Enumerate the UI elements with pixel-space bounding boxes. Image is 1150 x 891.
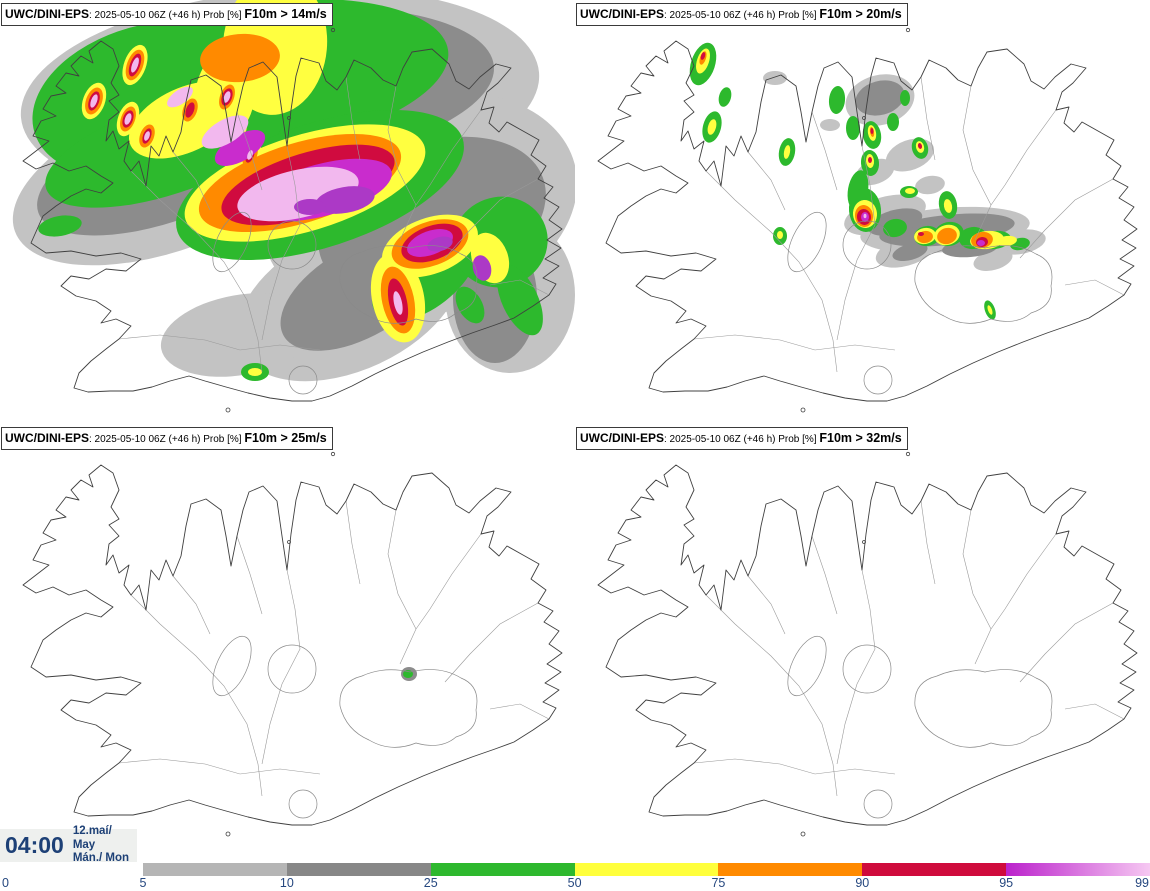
panel-title: UWC/DINI-EPS: 2025-05-10 06Z (+46 h) Pro… — [576, 3, 908, 26]
map-panel-f10m-32ms: UWC/DINI-EPS: 2025-05-10 06Z (+46 h) Pro… — [575, 424, 1150, 848]
threshold-label: F10m > 25m/s — [244, 431, 327, 445]
threshold-label: F10m > 14m/s — [244, 7, 327, 21]
panel-title: UWC/DINI-EPS: 2025-05-10 06Z (+46 h) Pro… — [1, 3, 333, 26]
colorbar-segment-10-25 — [286, 863, 431, 876]
colorbar-tick-90: 90 — [855, 876, 870, 890]
iceland-map-14ms — [0, 0, 575, 424]
colorbar-segment-95-99 — [1006, 863, 1150, 876]
colorbar-tick-25: 25 — [423, 876, 438, 890]
threshold-label: F10m > 20m/s — [819, 7, 902, 21]
map-panel-f10m-20ms: UWC/DINI-EPS: 2025-05-10 06Z (+46 h) Pro… — [575, 0, 1150, 424]
run-info: : 2025-05-10 06Z (+46 h) Prob [%] — [89, 10, 245, 21]
valid-date-line1: 12.maí/ May — [72, 824, 112, 851]
map-panel-f10m-25ms: UWC/DINI-EPS: 2025-05-10 06Z (+46 h) Pro… — [0, 424, 575, 848]
iceland-map-25ms — [0, 424, 575, 848]
colorbar-segment-5-10 — [143, 863, 287, 876]
valid-date: 12.maí/ May Mán./ Mon — [73, 825, 137, 866]
run-info: : 2025-05-10 06Z (+46 h) Prob [%] — [664, 10, 820, 21]
model-name: UWC/DINI-EPS — [5, 431, 89, 445]
colorbar-segment-90-95 — [862, 863, 1007, 876]
colorbar-segment-75-90 — [718, 863, 863, 876]
valid-date-line2: Mán./ Mon — [72, 852, 130, 865]
model-name: UWC/DINI-EPS — [580, 7, 664, 21]
map-panel-f10m-14ms: UWC/DINI-EPS: 2025-05-10 06Z (+46 h) Pro… — [0, 0, 575, 424]
iceland-map-32ms — [575, 424, 1150, 848]
colorbar-tick-75: 75 — [711, 876, 726, 890]
iceland-map-svg — [22, 451, 563, 837]
run-info: : 2025-05-10 06Z (+46 h) Prob [%] — [664, 434, 820, 445]
colorbar-segment-50-75 — [574, 863, 719, 876]
colorbar-tick-10: 10 — [279, 876, 294, 890]
panel-title: UWC/DINI-EPS: 2025-05-10 06Z (+46 h) Pro… — [576, 427, 908, 450]
colorbar-segment-25-50 — [430, 863, 575, 876]
colorbar-tick-99: 99 — [1135, 876, 1149, 890]
threshold-label: F10m > 32m/s — [819, 431, 902, 445]
colorbar-tick-95: 95 — [999, 876, 1014, 890]
colorbar-tick-0: 0 — [2, 876, 9, 890]
panel-title: UWC/DINI-EPS: 2025-05-10 06Z (+46 h) Pro… — [1, 427, 333, 450]
iceland-map-20ms — [575, 0, 1150, 424]
colorbar-tick-5: 5 — [139, 876, 147, 890]
model-name: UWC/DINI-EPS — [580, 431, 664, 445]
colorbar-tick-50: 50 — [567, 876, 582, 890]
valid-time: 04:00 — [5, 832, 64, 858]
valid-time-box: 04:00 12.maí/ May Mán./ Mon — [0, 825, 137, 864]
probability-legend: 0 5 10 25 50 75 90 95 99 — [0, 848, 1150, 891]
iceland-map-svg — [597, 27, 1138, 413]
probability-colorbar — [143, 863, 1150, 876]
iceland-map-svg — [12, 0, 575, 413]
run-info: : 2025-05-10 06Z (+46 h) Prob [%] — [89, 434, 245, 445]
model-name: UWC/DINI-EPS — [5, 7, 89, 21]
iceland-map-svg — [597, 451, 1138, 837]
